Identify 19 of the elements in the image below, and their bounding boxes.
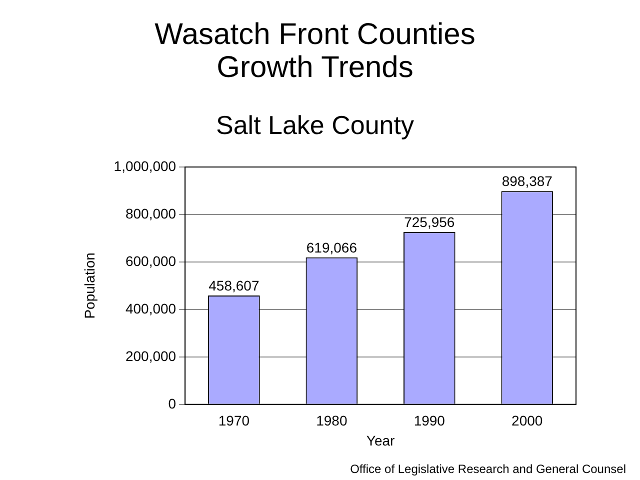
x-tick-label: 1990 <box>414 412 446 429</box>
y-tick-label: 600,000 <box>125 252 176 269</box>
y-axis-title: Population <box>81 252 98 319</box>
data-label: 898,387 <box>502 172 553 189</box>
data-label: 619,066 <box>306 239 358 256</box>
x-tick-label: 1970 <box>218 412 250 429</box>
y-tick-label: 0 <box>168 395 176 412</box>
y-tick-label: 800,000 <box>125 205 176 222</box>
x-axis-title: Year <box>366 432 396 448</box>
y-tick-label: 400,000 <box>125 300 176 316</box>
x-tick-label: 1980 <box>316 412 348 429</box>
text: Office of Legislative Research and General Counsel <box>350 462 626 476</box>
chart-subtitle: Salt Lake County <box>214 110 415 141</box>
y-tick-label: 1,000,000 <box>114 158 176 174</box>
data-label: 458,607 <box>208 277 260 294</box>
data-label: 725,956 <box>404 214 455 230</box>
chart-title: Wasatch Front Counties Growth Trends <box>154 18 476 84</box>
x-tick-label: 2000 <box>512 412 543 429</box>
y-tick-label: 200,000 <box>125 348 176 364</box>
